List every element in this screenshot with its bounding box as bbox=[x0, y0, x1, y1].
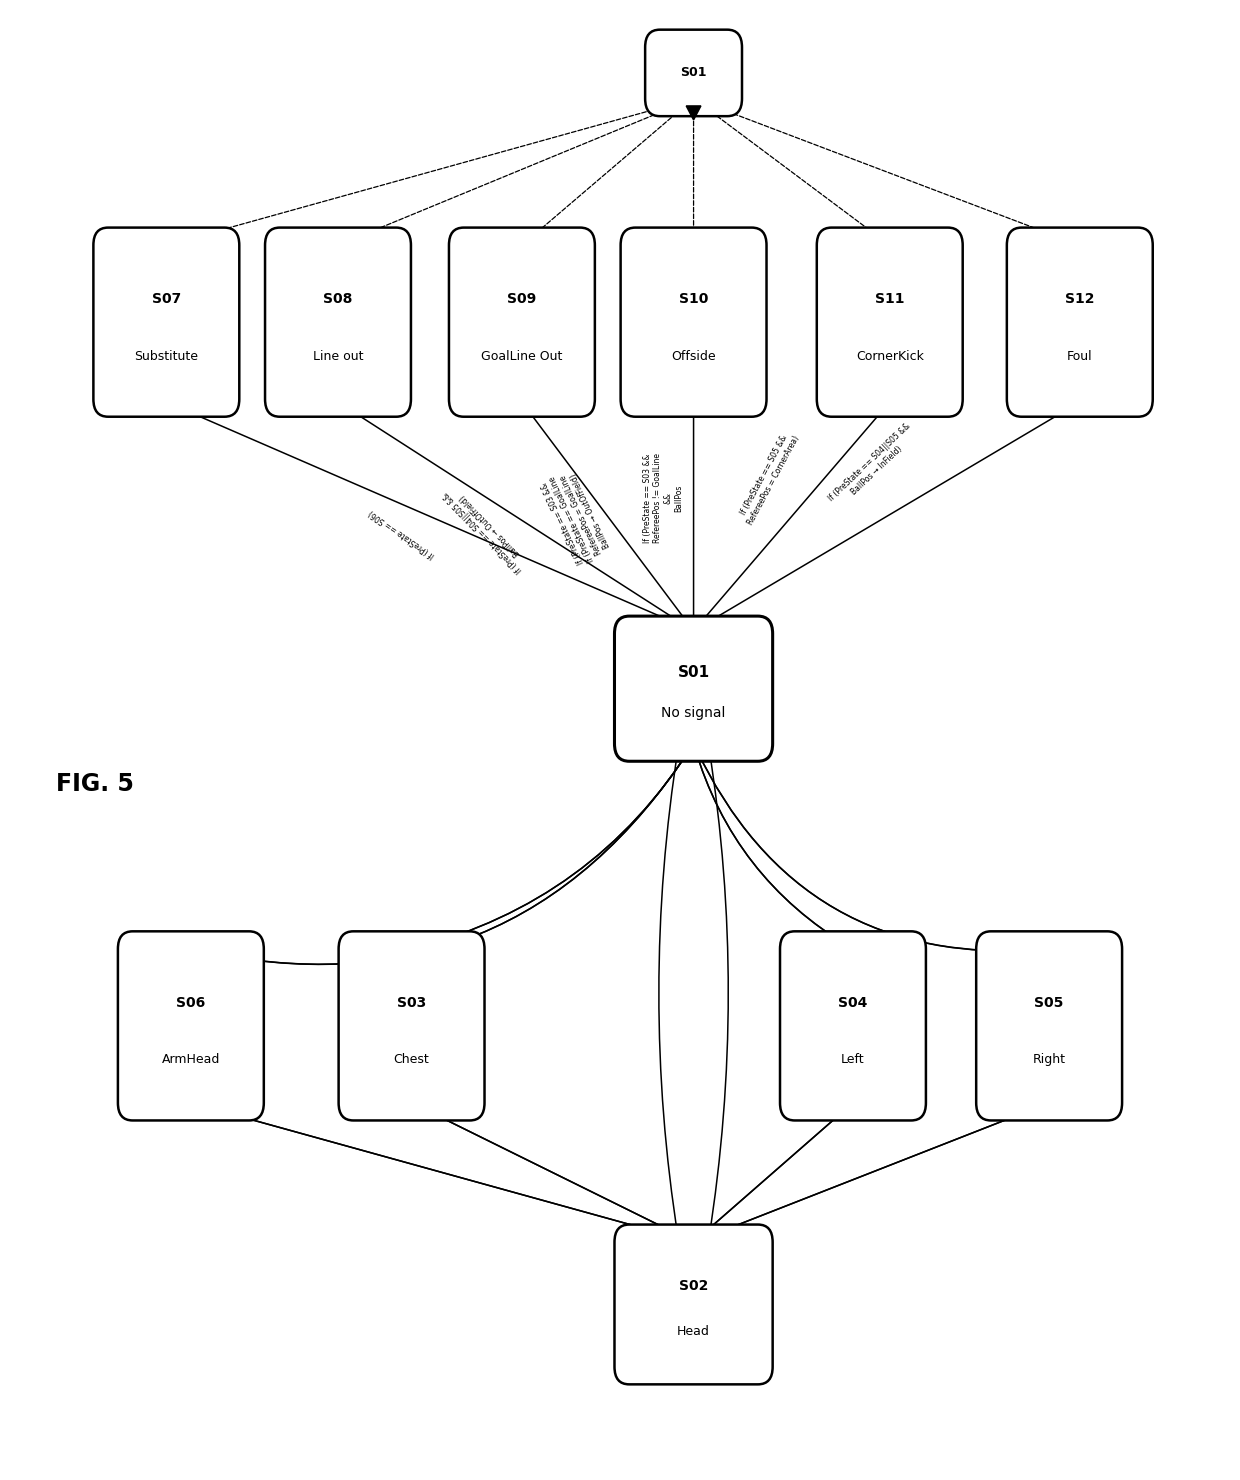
Text: Chest: Chest bbox=[393, 1054, 429, 1066]
FancyBboxPatch shape bbox=[1007, 228, 1153, 417]
FancyBboxPatch shape bbox=[615, 616, 773, 761]
FancyArrowPatch shape bbox=[193, 1104, 689, 1242]
Text: Offside: Offside bbox=[671, 349, 715, 363]
Text: S10: S10 bbox=[678, 292, 708, 306]
FancyArrowPatch shape bbox=[696, 1106, 849, 1240]
Text: S08: S08 bbox=[324, 292, 352, 306]
FancyArrowPatch shape bbox=[658, 746, 680, 1237]
Text: S09: S09 bbox=[507, 292, 537, 306]
FancyBboxPatch shape bbox=[645, 30, 742, 115]
FancyBboxPatch shape bbox=[615, 1224, 773, 1384]
Text: S07: S07 bbox=[151, 292, 181, 306]
FancyArrowPatch shape bbox=[195, 1103, 691, 1242]
FancyBboxPatch shape bbox=[339, 931, 485, 1120]
FancyBboxPatch shape bbox=[620, 228, 766, 417]
FancyArrowPatch shape bbox=[525, 101, 692, 243]
FancyArrowPatch shape bbox=[696, 99, 1076, 244]
Text: S03: S03 bbox=[397, 996, 427, 1009]
FancyArrowPatch shape bbox=[691, 101, 696, 241]
FancyArrowPatch shape bbox=[193, 747, 691, 965]
Text: S05: S05 bbox=[1034, 996, 1064, 1009]
Text: S06: S06 bbox=[176, 996, 206, 1009]
FancyArrowPatch shape bbox=[415, 746, 692, 949]
Polygon shape bbox=[686, 107, 701, 120]
Text: S12: S12 bbox=[1065, 292, 1095, 306]
Text: CornerKick: CornerKick bbox=[856, 349, 924, 363]
Text: Foul: Foul bbox=[1066, 349, 1092, 363]
Text: FIG. 5: FIG. 5 bbox=[56, 773, 134, 796]
Text: No signal: No signal bbox=[661, 706, 725, 719]
FancyArrowPatch shape bbox=[414, 747, 691, 949]
Text: Substitute: Substitute bbox=[134, 349, 198, 363]
Text: Right: Right bbox=[1033, 1054, 1065, 1066]
Text: Left: Left bbox=[841, 1054, 864, 1066]
FancyArrowPatch shape bbox=[696, 747, 1047, 950]
FancyArrowPatch shape bbox=[694, 746, 1044, 952]
FancyArrowPatch shape bbox=[342, 99, 691, 244]
Text: S04: S04 bbox=[838, 996, 868, 1009]
FancyBboxPatch shape bbox=[780, 931, 926, 1120]
Text: S02: S02 bbox=[678, 1279, 708, 1292]
Text: If (PreState == S04||S05 &&
BallPos → InField): If (PreState == S04||S05 && BallPos → In… bbox=[827, 422, 920, 511]
FancyArrowPatch shape bbox=[195, 746, 692, 965]
Text: S01: S01 bbox=[681, 67, 707, 80]
FancyBboxPatch shape bbox=[449, 228, 595, 417]
FancyArrowPatch shape bbox=[694, 746, 849, 947]
FancyBboxPatch shape bbox=[817, 228, 962, 417]
FancyBboxPatch shape bbox=[265, 228, 410, 417]
FancyBboxPatch shape bbox=[93, 228, 239, 417]
Text: If (PreState == S04||S05 &&
BallPos → OutOfField): If (PreState == S04||S05 && BallPos → Ou… bbox=[441, 482, 532, 574]
FancyArrowPatch shape bbox=[697, 1104, 851, 1239]
FancyArrowPatch shape bbox=[170, 99, 691, 246]
Text: Head: Head bbox=[677, 1326, 711, 1338]
Text: S11: S11 bbox=[875, 292, 904, 306]
Text: If (PreState == S03 &&
If (PreState == GoalLine
RefereePos = GoalLine
BallPos → : If (PreState == S03 && If (PreState == G… bbox=[538, 466, 615, 568]
Text: ArmHead: ArmHead bbox=[161, 1054, 219, 1066]
FancyArrowPatch shape bbox=[696, 101, 887, 243]
Text: S01: S01 bbox=[677, 665, 709, 679]
Text: GoalLine Out: GoalLine Out bbox=[481, 349, 563, 363]
FancyBboxPatch shape bbox=[118, 931, 264, 1120]
FancyArrowPatch shape bbox=[694, 747, 851, 947]
Text: If (PreState == S03 &&
RefereePos != GoalLine
&&
BallPos: If (PreState == S03 && RefereePos != Goa… bbox=[642, 453, 683, 543]
FancyArrowPatch shape bbox=[415, 1104, 691, 1240]
Text: If (PreState == S06): If (PreState == S06) bbox=[367, 508, 436, 559]
FancyArrowPatch shape bbox=[414, 1104, 689, 1240]
Text: Line out: Line out bbox=[312, 349, 363, 363]
FancyArrowPatch shape bbox=[698, 1104, 1047, 1242]
FancyBboxPatch shape bbox=[976, 931, 1122, 1120]
FancyArrowPatch shape bbox=[696, 1104, 1045, 1242]
FancyArrowPatch shape bbox=[707, 747, 728, 1239]
Text: If (PreState == S05 &&
RefereePos = CornerArea): If (PreState == S05 && RefereePos = Corn… bbox=[737, 429, 801, 525]
